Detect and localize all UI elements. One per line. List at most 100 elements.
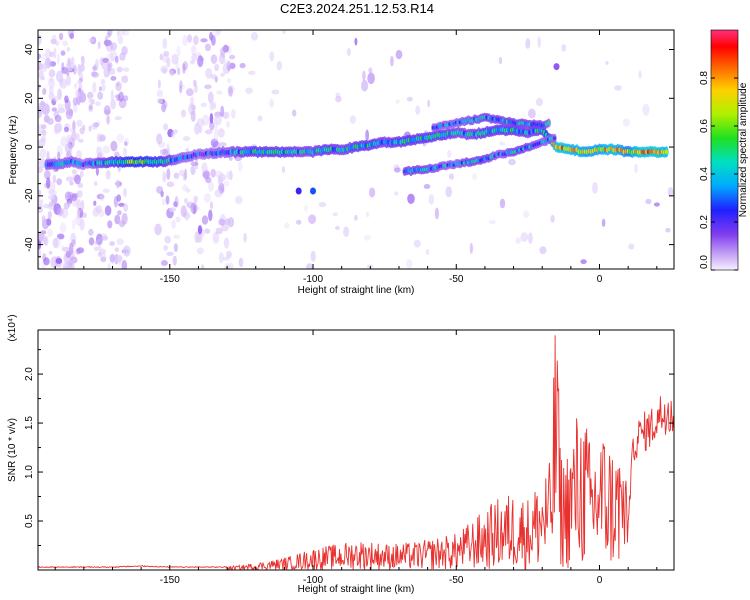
noise-speckle [38, 157, 46, 169]
noise-speckle [212, 30, 221, 37]
y-tick-label: 1.5 [24, 416, 35, 430]
noise-speckle [335, 95, 342, 103]
noise-speckle [220, 105, 225, 118]
noise-speckle [100, 78, 106, 85]
noise-speckle [214, 63, 220, 72]
noise-speckle [196, 247, 204, 255]
noise-speckle [64, 191, 72, 201]
noise-speckle [69, 242, 74, 255]
noise-speckle [182, 34, 188, 47]
noise-speckle [118, 202, 126, 207]
noise-speckle [488, 219, 496, 225]
noise-speckle [75, 133, 80, 141]
noise-speckle [61, 245, 65, 251]
noise-speckle [218, 218, 226, 226]
noise-speckle [499, 141, 505, 146]
noise-speckle [173, 234, 180, 239]
noise-speckle [38, 152, 41, 159]
noise-speckle [38, 189, 42, 196]
spectrogram-y-label: Frequency (Hz) [8, 116, 19, 185]
noise-speckle [217, 128, 225, 138]
noise-speckle [87, 91, 94, 99]
noise-speckle [101, 252, 107, 264]
noise-speckle [76, 119, 83, 127]
noise-speckle [213, 129, 219, 141]
noise-speckle [423, 184, 431, 189]
noise-speckle [109, 254, 116, 263]
noise-speckle [369, 187, 376, 198]
noise-speckle [43, 203, 50, 209]
noise-speckle [367, 72, 375, 85]
noise-speckle [56, 178, 63, 186]
noise-speckle [335, 92, 341, 99]
isolated-point [310, 187, 316, 195]
snr-y-multiplier: (x10⁴) [7, 314, 18, 341]
noise-speckle [210, 201, 213, 210]
noise-speckle [91, 122, 98, 130]
noise-speckle [190, 110, 196, 122]
noise-speckle [166, 181, 175, 188]
noise-speckle [38, 111, 43, 116]
noise-speckle [515, 237, 522, 244]
noise-speckle [69, 32, 74, 40]
noise-speckle [52, 174, 57, 184]
noise-speckle [634, 163, 638, 174]
noise-speckle [78, 138, 84, 143]
noise-speckle [76, 198, 82, 211]
noise-speckle [201, 215, 209, 225]
noise-speckle [425, 248, 430, 256]
noise-speckle [306, 263, 314, 269]
x-tick-label: -50 [449, 575, 464, 586]
noise-speckle [65, 176, 74, 182]
noise-speckle [365, 211, 370, 218]
noise-speckle [48, 250, 53, 255]
noise-speckle [296, 219, 302, 225]
noise-speckle [180, 205, 187, 218]
noise-speckle [181, 109, 186, 118]
noise-speckle [194, 158, 199, 170]
noise-speckle [245, 87, 253, 94]
noise-speckle [361, 80, 369, 92]
noise-speckle [284, 222, 290, 229]
noise-speckle [349, 115, 356, 124]
noise-speckle [239, 62, 246, 69]
noise-speckle [107, 30, 113, 37]
noise-speckle [115, 81, 122, 92]
noise-speckle [44, 170, 51, 180]
noise-speckle [163, 50, 170, 57]
noise-speckle [223, 180, 230, 187]
noise-speckle [499, 198, 506, 209]
noise-speckle [200, 38, 208, 43]
noise-speckle [43, 236, 49, 247]
spectrogram-frame [37, 29, 675, 270]
noise-speckle [102, 145, 111, 154]
noise-speckle [124, 141, 128, 146]
noise-speckle [51, 107, 57, 112]
noise-speckle [40, 135, 47, 143]
noise-speckle [118, 91, 124, 102]
noise-speckle [121, 260, 128, 269]
x-tick-label: -100 [303, 274, 323, 285]
noise-speckle [175, 216, 181, 223]
noise-speckle [96, 193, 105, 200]
noise-speckle [172, 255, 177, 266]
noise-speckle [215, 30, 222, 35]
noise-speckle [159, 148, 168, 155]
noise-speckle [166, 168, 171, 181]
noise-speckle [38, 230, 45, 242]
noise-speckle [41, 53, 48, 61]
noise-speckle [197, 55, 204, 68]
noise-speckle [204, 193, 211, 203]
noise-speckle [110, 253, 116, 265]
colorbar-tick-label: 0.0 [699, 255, 710, 269]
noise-speckle [100, 256, 107, 262]
noise-speckle [110, 76, 117, 81]
noise-speckle [224, 111, 230, 119]
noise-speckle [304, 204, 308, 212]
noise-speckle [184, 197, 188, 204]
noise-speckle [103, 68, 107, 78]
noise-speckle [520, 232, 529, 242]
noise-speckle [226, 121, 230, 128]
noise-speckle [528, 232, 533, 244]
